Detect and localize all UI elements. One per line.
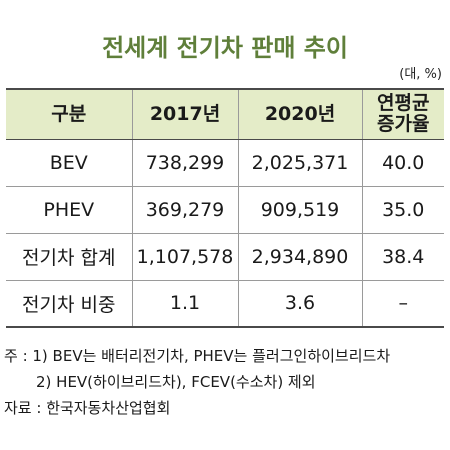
cell-2017: 1.1 [131,280,238,328]
header-category: 구분 [6,89,132,140]
cell-cagr: 35.0 [361,186,444,234]
row-label: PHEV [6,186,132,234]
cell-2017: 369,279 [131,186,238,234]
footnote-2: 2) HEV(하이브리드차), FCEV(수소차) 제외 [36,373,316,391]
cell-2017: 1,107,578 [131,233,238,281]
header-cagr: 연평균 증가율 [361,89,444,140]
table-row: BEV 738,299 2,025,371 40.0 [6,139,444,187]
cell-cagr: 38.4 [361,233,444,281]
sales-table: 구분 2017년 2020년 연평균 증가율 BEV 738,299 2,025… [6,88,444,328]
row-label: BEV [6,139,132,187]
table-row: 전기차 비중 1.1 3.6 – [6,280,444,328]
cell-cagr: – [361,280,444,328]
header-2020: 2020년 [237,89,362,140]
cell-cagr: 40.0 [361,139,444,187]
table-row: PHEV 369,279 909,519 35.0 [6,186,444,234]
table-header-row: 구분 2017년 2020년 연평균 증가율 [6,89,444,140]
page-title: 전세계 전기차 판매 추이 [102,34,348,62]
cell-2020: 2,934,890 [237,233,362,281]
cell-2020: 3.6 [237,280,362,328]
row-label: 전기차 합계 [6,233,132,281]
source-note: 자료 : 한국자동차산업협회 [4,399,171,417]
footnote-1: 주 : 1) BEV는 배터리전기차, PHEV는 플러그인하이브리드차 [4,347,391,365]
cell-2020: 2,025,371 [237,139,362,187]
cell-2017: 738,299 [131,139,238,187]
unit-label: (대, %) [399,67,442,82]
row-label: 전기차 비중 [6,280,132,328]
cell-2020: 909,519 [237,186,362,234]
footnotes: 주 : 1) BEV는 배터리전기차, PHEV는 플러그인하이브리드차 2) … [4,343,390,421]
table-row: 전기차 합계 1,107,578 2,934,890 38.4 [6,233,444,281]
header-2017: 2017년 [131,89,238,140]
